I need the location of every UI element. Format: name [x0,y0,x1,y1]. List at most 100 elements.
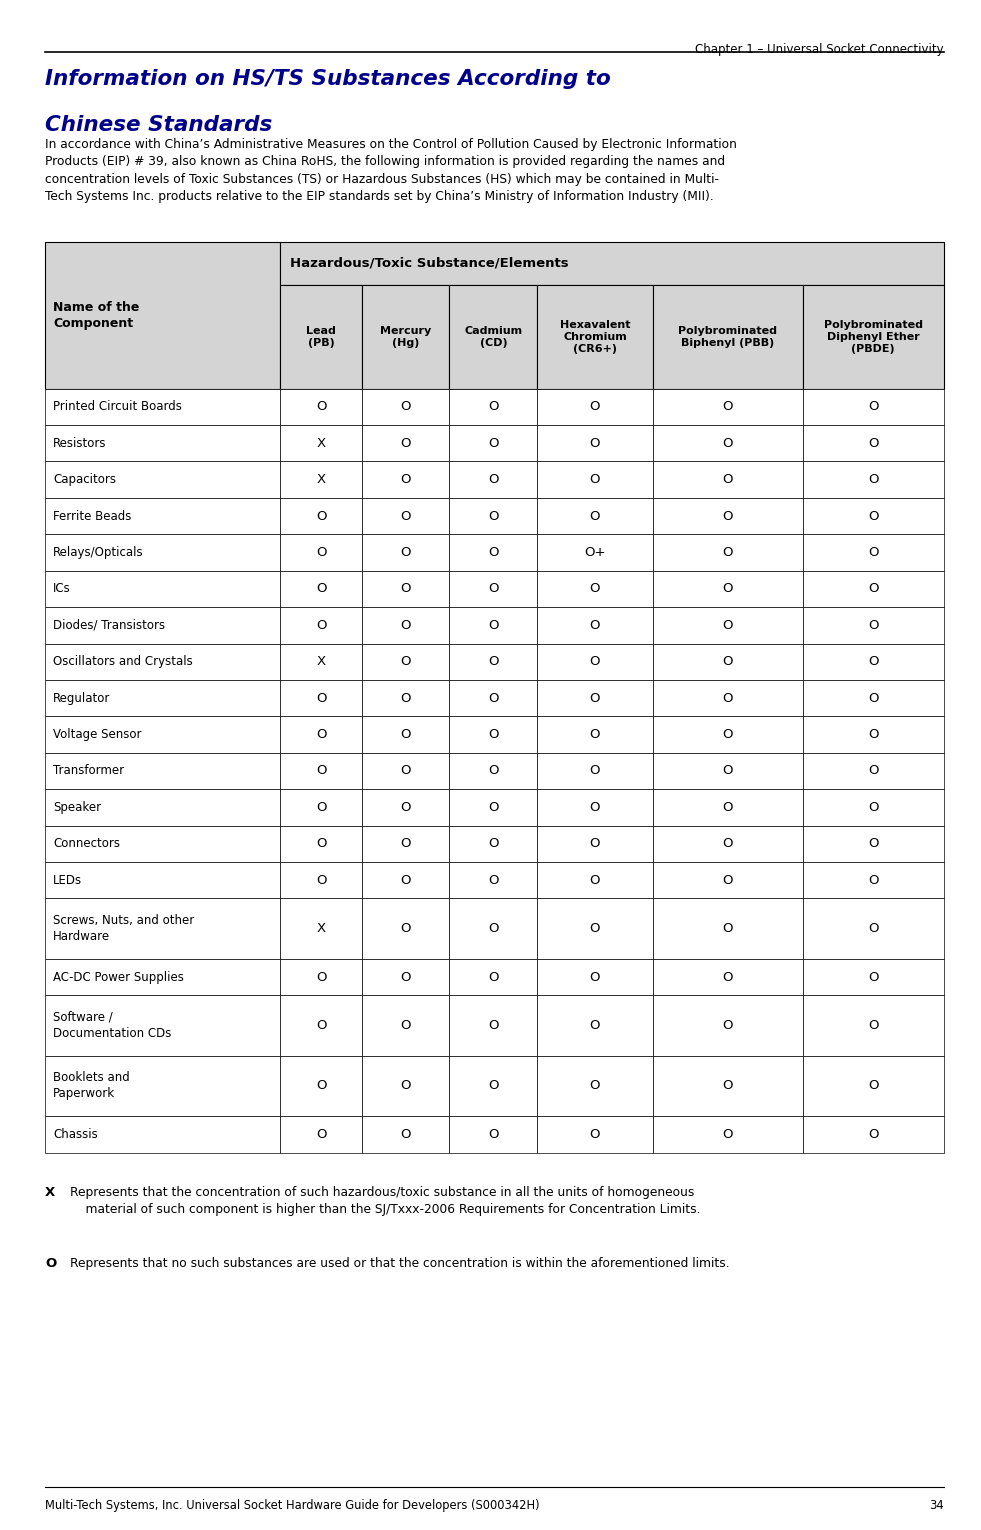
Text: Regulator: Regulator [53,692,110,705]
Bar [45,996,281,1056]
Text: Mercury
(Hg): Mercury (Hg) [380,326,432,347]
Bar [281,826,362,861]
Text: X: X [317,923,326,935]
Text: O: O [868,728,878,741]
Text: Relays/Opticals: Relays/Opticals [53,546,143,558]
Bar [449,462,538,497]
Bar [281,898,362,959]
Text: O: O [400,546,411,558]
Bar [802,753,944,789]
Text: O: O [722,874,733,887]
Text: Represents that no such substances are used or that the concentration is within : Represents that no such substances are u… [70,1256,729,1270]
Bar [802,826,944,861]
Bar [802,789,944,826]
Bar [538,1117,652,1152]
Text: O: O [489,874,498,887]
Text: O: O [489,1128,498,1141]
Text: O: O [489,923,498,935]
Text: O: O [590,800,600,814]
Text: X: X [317,473,326,487]
Bar [652,607,802,644]
Text: O: O [489,728,498,741]
Bar [652,679,802,716]
Text: O: O [722,1019,733,1031]
Text: Hexavalent
Chromium
(CR6+): Hexavalent Chromium (CR6+) [560,320,630,353]
Text: O: O [316,618,327,632]
Bar [281,462,362,497]
Text: O: O [489,970,498,984]
Text: O: O [722,618,733,632]
Text: Transformer: Transformer [53,765,125,777]
Bar [281,996,362,1056]
Text: O: O [489,765,498,777]
Text: O: O [316,1080,327,1092]
Bar [652,389,802,425]
Bar [538,826,652,861]
Text: O: O [400,800,411,814]
Bar [449,571,538,607]
Bar [802,1117,944,1152]
Text: Information on HS/TS Substances According to: Information on HS/TS Substances Accordin… [45,69,611,89]
Bar [281,679,362,716]
Bar [449,1117,538,1152]
Text: O: O [868,923,878,935]
Text: Name of the
Component: Name of the Component [53,301,139,329]
Bar [449,753,538,789]
Text: O: O [489,436,498,450]
Text: Voltage Sensor: Voltage Sensor [53,728,141,741]
Text: O: O [590,583,600,595]
Text: O: O [400,837,411,851]
Text: O: O [590,1019,600,1031]
Bar [538,425,652,462]
Text: Chinese Standards: Chinese Standards [45,115,273,135]
Text: O: O [316,546,327,558]
Bar [45,1117,281,1152]
Text: O: O [868,618,878,632]
Bar [449,716,538,753]
Text: O: O [722,923,733,935]
Text: Booklets and
Paperwork: Booklets and Paperwork [53,1071,129,1100]
Text: O: O [400,923,411,935]
Bar [652,716,802,753]
Bar [538,285,652,389]
Bar [538,898,652,959]
Text: O: O [400,765,411,777]
Bar [45,861,281,898]
Text: O: O [868,401,878,413]
Bar [802,571,944,607]
Text: O: O [722,401,733,413]
Bar [538,861,652,898]
Bar [45,425,281,462]
Text: O: O [400,436,411,450]
Bar [281,242,944,285]
Text: Chapter 1 – Universal Socket Connectivity: Chapter 1 – Universal Socket Connectivit… [696,43,944,55]
Bar [449,425,538,462]
Text: In accordance with China’s Administrative Measures on the Control of Pollution C: In accordance with China’s Administrativ… [45,138,737,203]
Text: O: O [590,401,600,413]
Bar [362,716,449,753]
Bar [362,425,449,462]
Text: Represents that the concentration of such hazardous/toxic substance in all the u: Represents that the concentration of suc… [70,1186,700,1216]
Bar [449,898,538,959]
Text: Polybrominated
Diphenyl Ether
(PBDE): Polybrominated Diphenyl Ether (PBDE) [824,320,922,353]
Bar [45,571,281,607]
Bar [538,534,652,571]
Bar [802,898,944,959]
Text: Printed Circuit Boards: Printed Circuit Boards [53,401,181,413]
Text: Capacitors: Capacitors [53,473,116,487]
Text: Diodes/ Transistors: Diodes/ Transistors [53,618,165,632]
Text: O: O [722,1080,733,1092]
Bar [802,861,944,898]
Text: O: O [316,1128,327,1141]
Text: O: O [400,874,411,887]
Bar [281,534,362,571]
Text: O: O [316,509,327,523]
Text: O: O [45,1256,56,1270]
Text: O: O [590,655,600,669]
Text: O: O [868,436,878,450]
Text: O: O [489,583,498,595]
Bar [538,753,652,789]
Text: O: O [722,509,733,523]
Text: O: O [590,509,600,523]
Text: Hazardous/Toxic Substance/Elements: Hazardous/Toxic Substance/Elements [290,257,569,269]
